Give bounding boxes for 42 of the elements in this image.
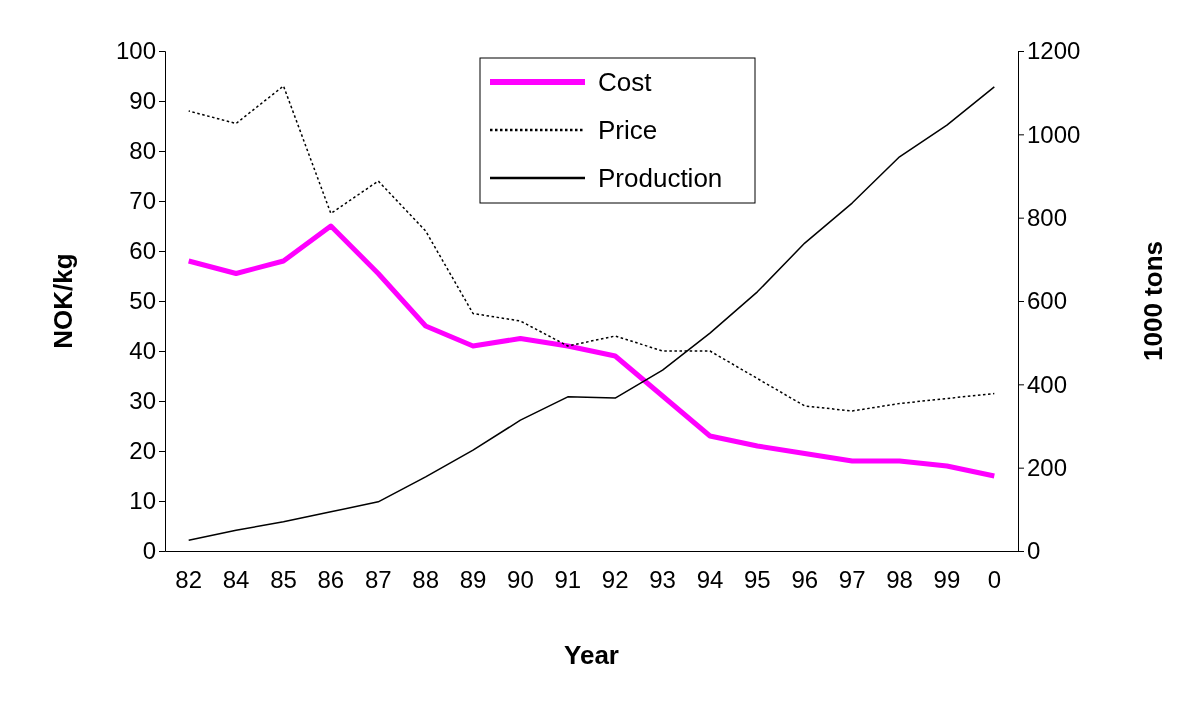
y-tick-label: 80 — [129, 137, 156, 165]
y-tick-label: 40 — [129, 337, 156, 365]
x-tick-label: 94 — [696, 565, 724, 593]
y2-tick-label: 800 — [1027, 203, 1068, 231]
y-tick-label: 0 — [142, 537, 156, 565]
x-tick-label: 89 — [459, 565, 487, 593]
y2-tick-label: 200 — [1027, 453, 1068, 481]
x-tick-label: 96 — [791, 565, 819, 593]
x-tick-label: 90 — [507, 565, 534, 593]
x-tick-label: 91 — [554, 565, 582, 593]
x-tick-label: 85 — [270, 565, 297, 593]
y-tick-label: 70 — [129, 187, 156, 215]
y2-tick-label: 400 — [1027, 370, 1068, 398]
x-tick-label: 82 — [175, 565, 203, 593]
legend-label: Cost — [598, 67, 653, 97]
y-tick-label: 20 — [129, 437, 156, 465]
x-tick-label: 99 — [933, 565, 961, 593]
x-tick-label: 98 — [886, 565, 913, 593]
y2-axis-title: 1000 tons — [1138, 241, 1168, 361]
y2-tick-label: 1000 — [1027, 120, 1081, 148]
x-axis-title: Year — [564, 640, 619, 670]
y-tick-label: 100 — [115, 37, 156, 65]
x-tick-label: 97 — [838, 565, 866, 593]
x-tick-label: 0 — [987, 565, 1001, 593]
y-tick-label: 90 — [129, 87, 156, 115]
x-tick-label: 95 — [744, 565, 771, 593]
x-tick-label: 87 — [364, 565, 392, 593]
x-tick-label: 86 — [317, 565, 345, 593]
y-tick-label: 60 — [129, 237, 156, 265]
x-tick-label: 84 — [222, 565, 250, 593]
y-tick-label: 10 — [129, 487, 156, 515]
y-tick-label: 30 — [129, 387, 156, 415]
legend-label: Production — [598, 163, 723, 193]
x-tick-label: 92 — [601, 565, 629, 593]
x-tick-label: 93 — [649, 565, 676, 593]
y2-tick-label: 0 — [1027, 537, 1041, 565]
legend-label: Price — [598, 115, 658, 145]
y2-tick-label: 1200 — [1027, 37, 1081, 65]
y-tick-label: 50 — [129, 287, 156, 315]
y-axis-title: NOK/kg — [48, 253, 78, 349]
y2-tick-label: 600 — [1027, 287, 1068, 315]
x-tick-label: 88 — [412, 565, 439, 593]
